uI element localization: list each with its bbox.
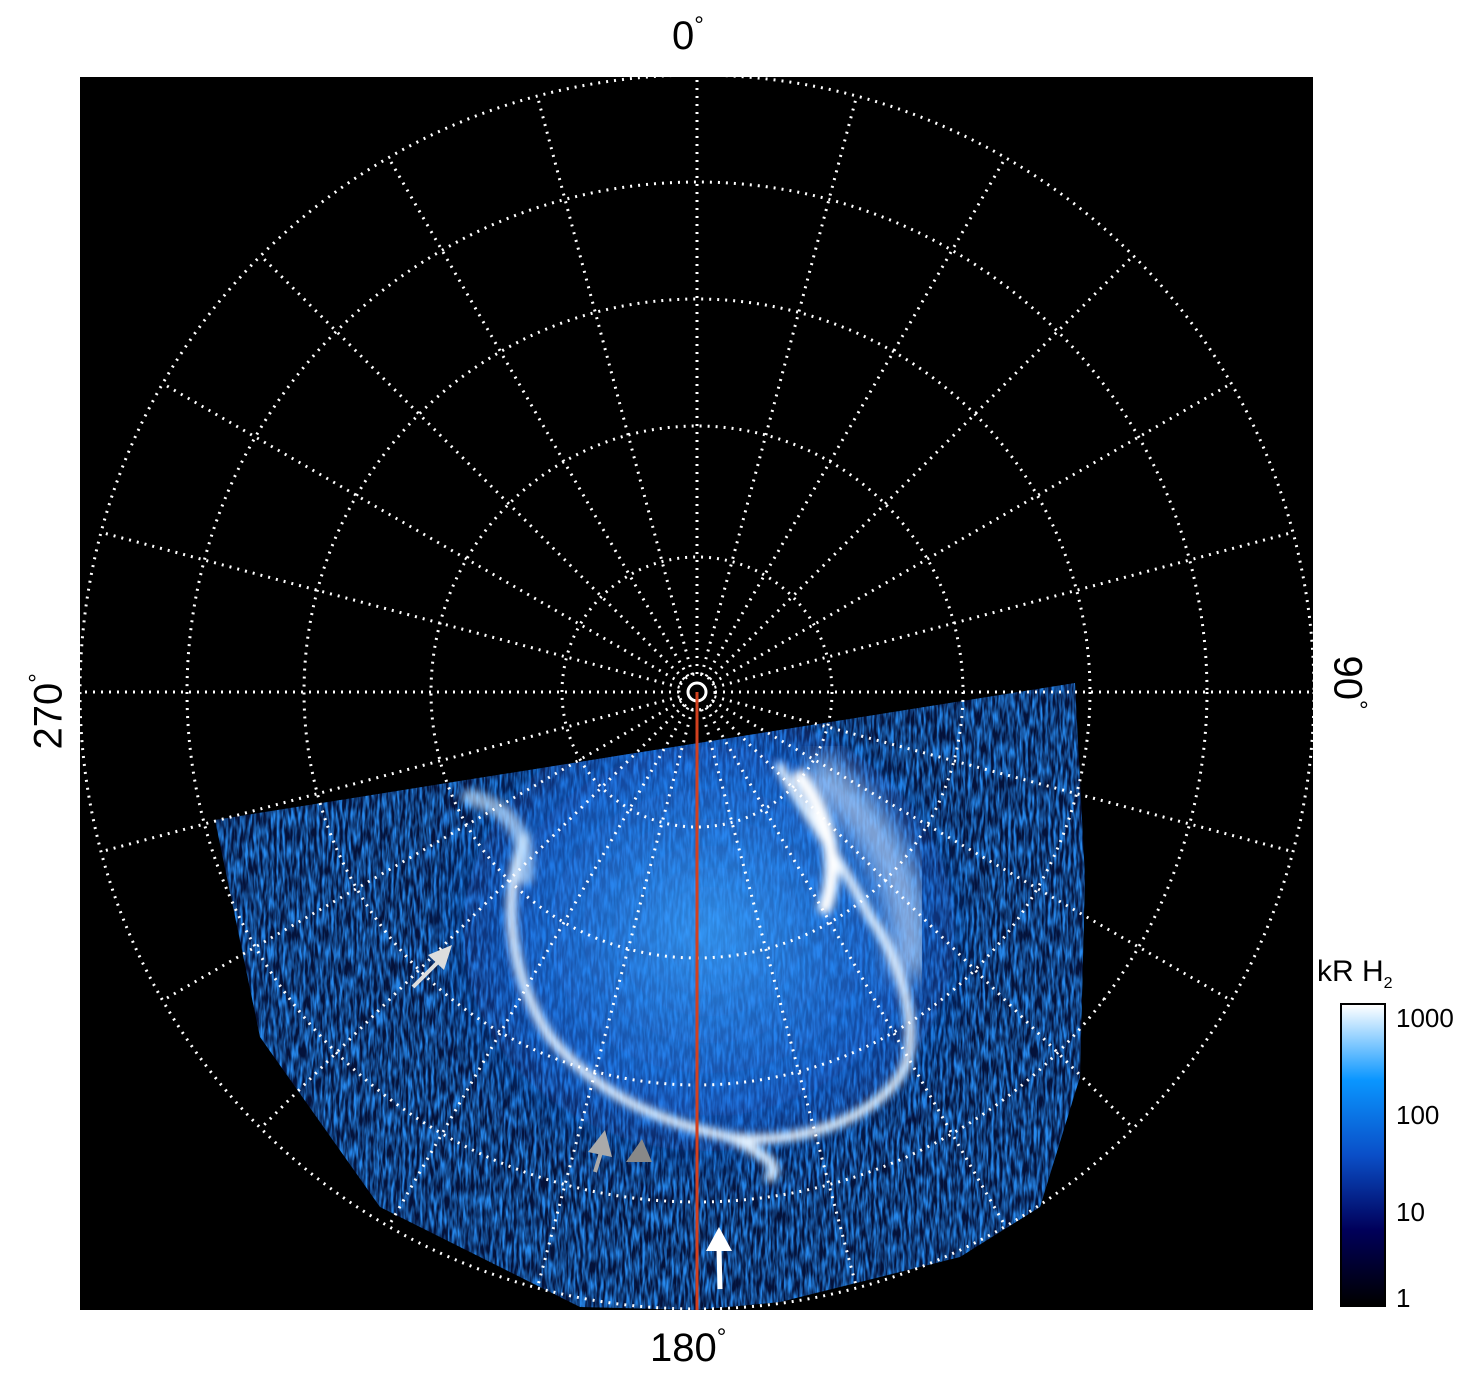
colorbar-tick-10: 10 [1396, 1197, 1425, 1227]
colorbar-tick-1: 1 [1396, 1283, 1411, 1313]
arrow-grey-2 [626, 1139, 652, 1162]
colorbar [1340, 1003, 1386, 1307]
label-270deg: 270° [24, 673, 71, 750]
polar-auroral-map [80, 77, 1313, 1310]
arrow-grey-1 [588, 1130, 612, 1173]
label-0deg: 0° [672, 12, 704, 58]
arrow-white [706, 1227, 732, 1290]
arrow-light [411, 945, 452, 989]
colorbar-tick-100: 100 [1396, 1100, 1440, 1130]
annotation-arrows [411, 945, 732, 1290]
label-180deg: 180° [650, 1324, 727, 1370]
label-90deg: 90° [1325, 655, 1372, 710]
colorbar-title: kR H2 [1317, 955, 1393, 992]
colorbar-tick-1000: 1000 [1396, 1003, 1454, 1033]
grid-parallel [560, 555, 834, 829]
